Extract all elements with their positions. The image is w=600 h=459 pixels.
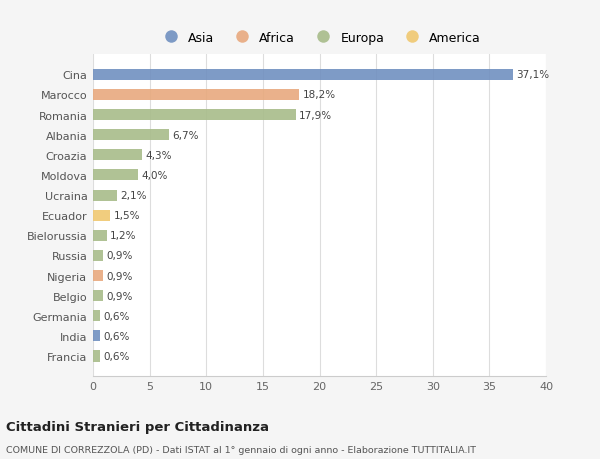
Text: 0,9%: 0,9% — [107, 251, 133, 261]
Bar — [93, 190, 117, 201]
Text: 0,9%: 0,9% — [107, 271, 133, 281]
Bar — [93, 351, 100, 362]
Text: 18,2%: 18,2% — [302, 90, 335, 100]
Text: 37,1%: 37,1% — [517, 70, 550, 80]
Bar — [93, 210, 110, 221]
Bar — [93, 90, 299, 101]
Legend: Asia, Africa, Europa, America: Asia, Africa, Europa, America — [155, 29, 484, 47]
Text: 6,7%: 6,7% — [172, 130, 199, 140]
Bar — [93, 230, 107, 241]
Bar — [93, 270, 103, 281]
Text: Cittadini Stranieri per Cittadinanza: Cittadini Stranieri per Cittadinanza — [6, 420, 269, 433]
Text: 4,0%: 4,0% — [142, 171, 168, 180]
Bar — [93, 130, 169, 141]
Text: 0,6%: 0,6% — [103, 331, 130, 341]
Bar — [93, 170, 139, 181]
Text: 2,1%: 2,1% — [120, 190, 146, 201]
Bar — [93, 110, 296, 121]
Text: 1,5%: 1,5% — [113, 211, 140, 221]
Bar — [93, 250, 103, 262]
Text: 1,2%: 1,2% — [110, 231, 136, 241]
Text: 17,9%: 17,9% — [299, 110, 332, 120]
Bar — [93, 330, 100, 341]
Text: 0,6%: 0,6% — [103, 311, 130, 321]
Bar — [93, 311, 100, 322]
Bar — [93, 150, 142, 161]
Text: 0,9%: 0,9% — [107, 291, 133, 301]
Text: 0,6%: 0,6% — [103, 351, 130, 361]
Bar — [93, 70, 513, 81]
Text: 4,3%: 4,3% — [145, 151, 172, 161]
Text: COMUNE DI CORREZZOLA (PD) - Dati ISTAT al 1° gennaio di ogni anno - Elaborazione: COMUNE DI CORREZZOLA (PD) - Dati ISTAT a… — [6, 445, 476, 454]
Bar — [93, 291, 103, 302]
